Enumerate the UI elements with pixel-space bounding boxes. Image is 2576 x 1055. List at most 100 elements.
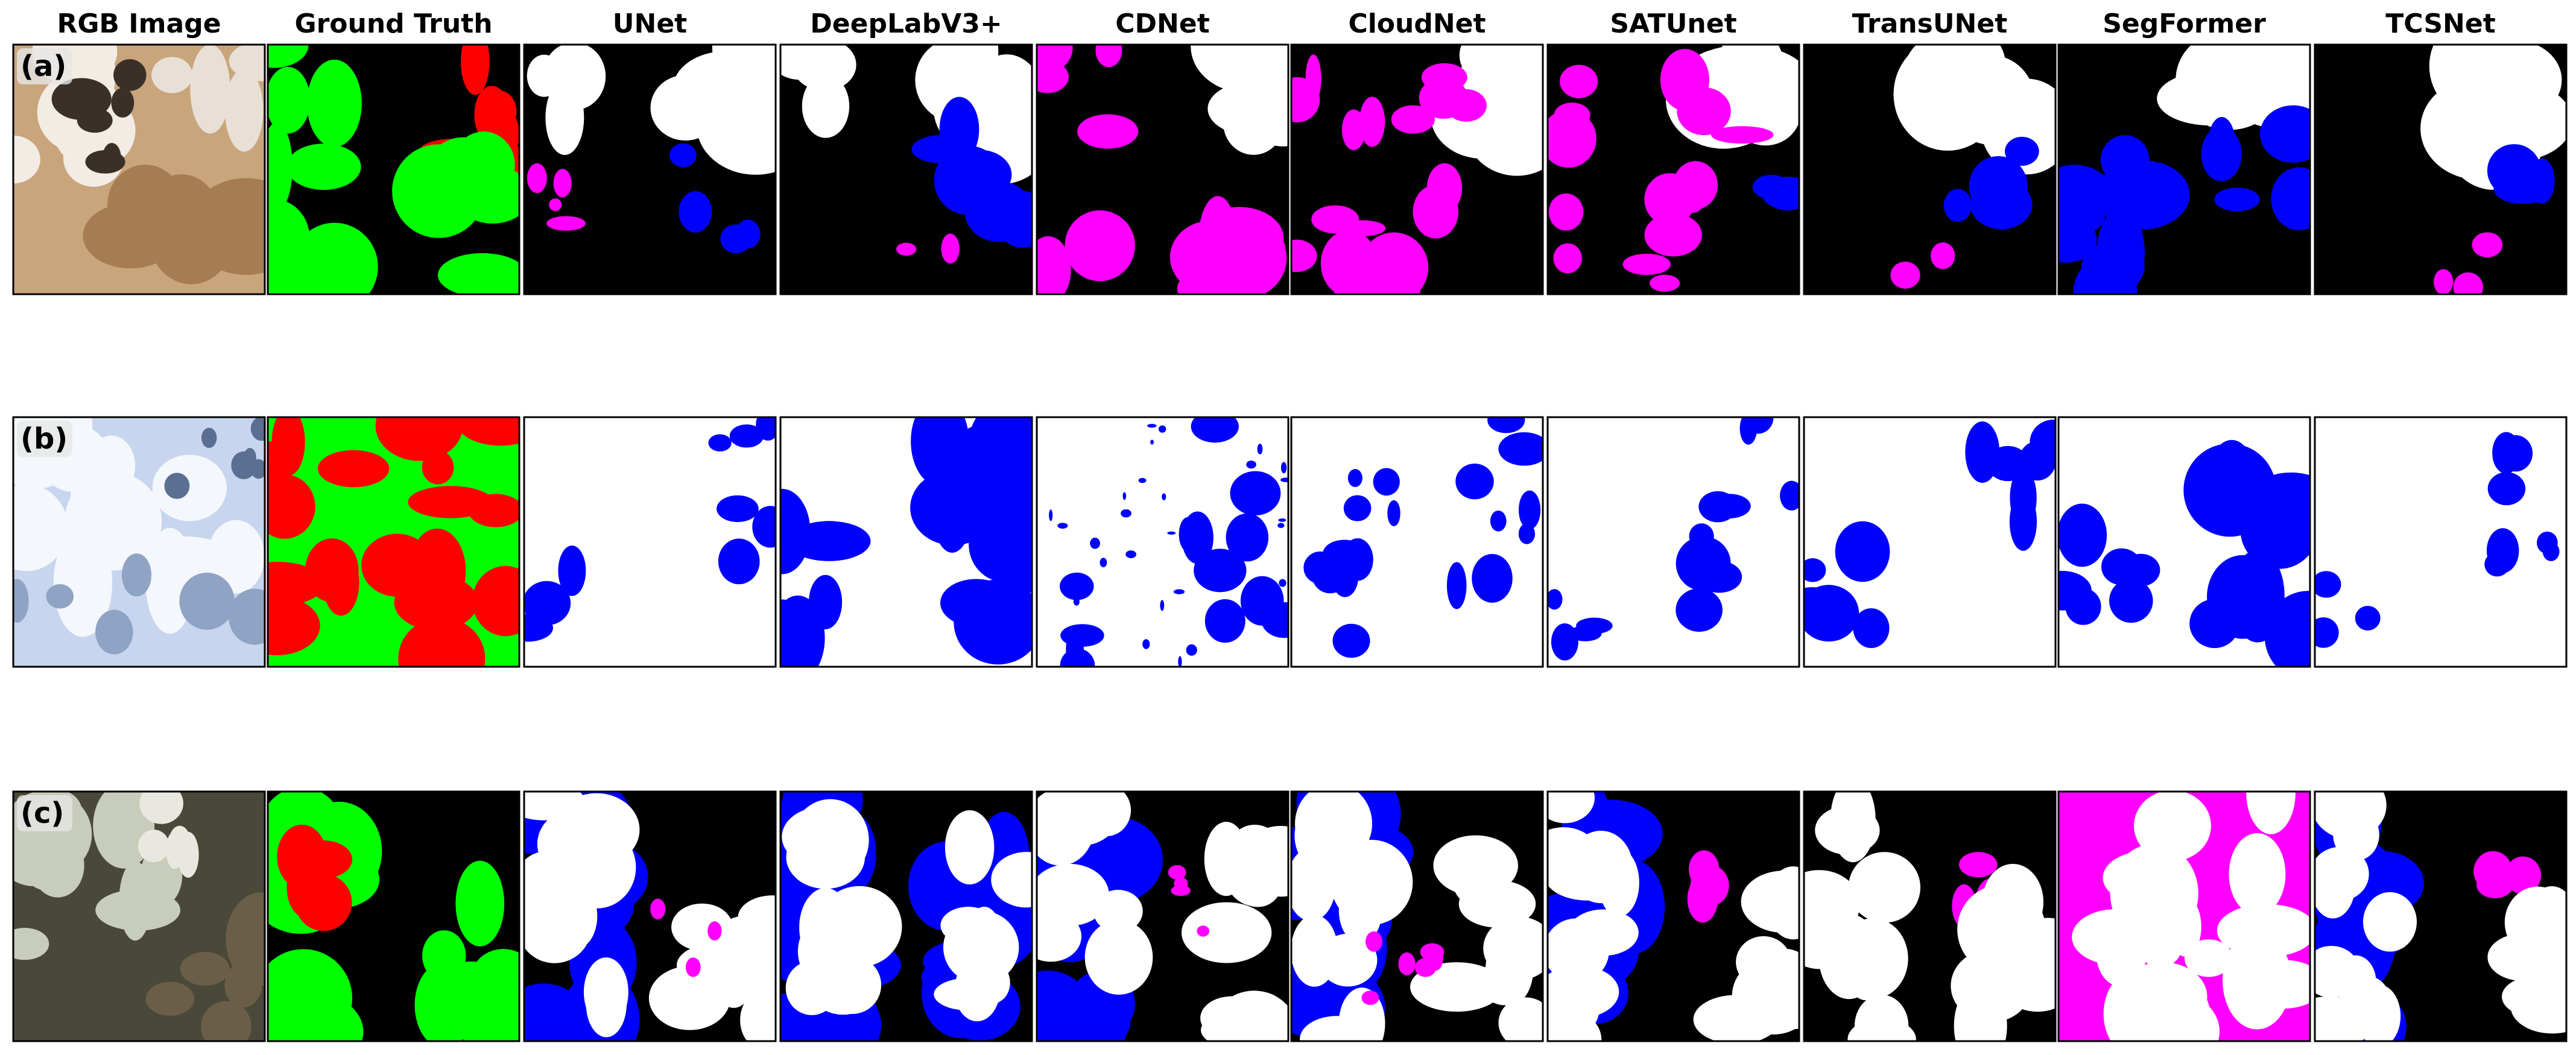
region (1100, 558, 1107, 567)
image-panel (12, 416, 266, 668)
panel-border (2314, 416, 2568, 668)
panel-border (523, 416, 777, 668)
region (201, 1001, 252, 1041)
panel-content (1548, 45, 1799, 294)
region (13, 135, 40, 184)
region (2095, 160, 2190, 230)
region (2271, 167, 2310, 231)
region (2210, 439, 2253, 501)
region (1983, 169, 2008, 204)
region (268, 66, 311, 134)
panel-border (12, 790, 266, 1042)
region (1696, 561, 1742, 593)
panel-content (1804, 792, 2055, 1041)
region (1387, 500, 1400, 526)
region (1147, 424, 1157, 428)
panel-border (2314, 790, 2568, 1042)
panel-border (1036, 43, 1290, 295)
region (718, 538, 760, 585)
region (2260, 105, 2310, 163)
region (1280, 462, 1287, 474)
region (969, 417, 1032, 483)
region (375, 417, 463, 461)
column-header: RGB Image (57, 8, 221, 39)
region (268, 992, 364, 1041)
region (1312, 558, 1349, 594)
panel-border (779, 416, 1033, 668)
panel-border (1036, 790, 1290, 1042)
region (527, 163, 547, 194)
region (947, 150, 1012, 200)
region (941, 233, 960, 264)
region (224, 69, 264, 152)
region (583, 957, 628, 1027)
region (545, 80, 584, 156)
region (1198, 196, 1238, 287)
region (1689, 523, 1714, 549)
region (991, 852, 1032, 908)
region (546, 216, 586, 231)
region (1090, 537, 1100, 549)
panel-border (779, 43, 1033, 295)
region (139, 792, 183, 824)
image-panel (1290, 790, 1544, 1042)
region (1548, 193, 1584, 231)
region (1240, 576, 1284, 626)
region (669, 143, 697, 168)
region (1690, 864, 1729, 907)
region (1142, 639, 1150, 649)
region (1959, 852, 1998, 878)
region (2315, 846, 2369, 901)
region (1398, 952, 1416, 975)
region (1084, 920, 1153, 995)
region (2059, 503, 2107, 567)
region (780, 45, 830, 80)
region (1338, 877, 1382, 943)
region (1246, 460, 1256, 469)
region (780, 595, 825, 667)
region (1037, 911, 1082, 962)
region (1167, 531, 1176, 535)
region (524, 983, 592, 1041)
image-panel (1036, 416, 1290, 668)
region (1201, 1009, 1288, 1041)
image-panel (523, 43, 777, 295)
region (461, 45, 490, 95)
panel-content (780, 45, 1032, 294)
panel-content (268, 417, 519, 667)
region (306, 59, 362, 147)
panel-border (2057, 416, 2311, 668)
region (911, 134, 973, 164)
panel-border (1546, 43, 1800, 295)
panel-border (1803, 416, 2057, 668)
region (1673, 161, 1718, 210)
region (787, 521, 871, 561)
region (1854, 994, 1909, 1041)
region (650, 898, 666, 920)
panel-content (2059, 417, 2310, 667)
region (524, 581, 571, 626)
region (2315, 571, 2341, 598)
panel-border (267, 43, 521, 295)
image-panel (1803, 790, 2057, 1042)
image-panel (1803, 43, 2057, 295)
region (1125, 550, 1136, 558)
column-header: TCSNet (2385, 8, 2496, 39)
panel-content (268, 792, 519, 1041)
image-panel (1546, 790, 1800, 1042)
region (1698, 491, 1737, 523)
region (1311, 205, 1359, 234)
region (2214, 187, 2260, 212)
region (2527, 886, 2566, 950)
region (752, 506, 776, 548)
region (1804, 558, 1826, 582)
region (190, 45, 230, 134)
region (1037, 45, 1055, 74)
row-label-box (17, 795, 72, 831)
region (268, 45, 309, 68)
region (1049, 509, 1053, 521)
region (945, 810, 995, 885)
region (1279, 579, 1286, 587)
image-panel (779, 416, 1033, 668)
region (2059, 570, 2092, 611)
